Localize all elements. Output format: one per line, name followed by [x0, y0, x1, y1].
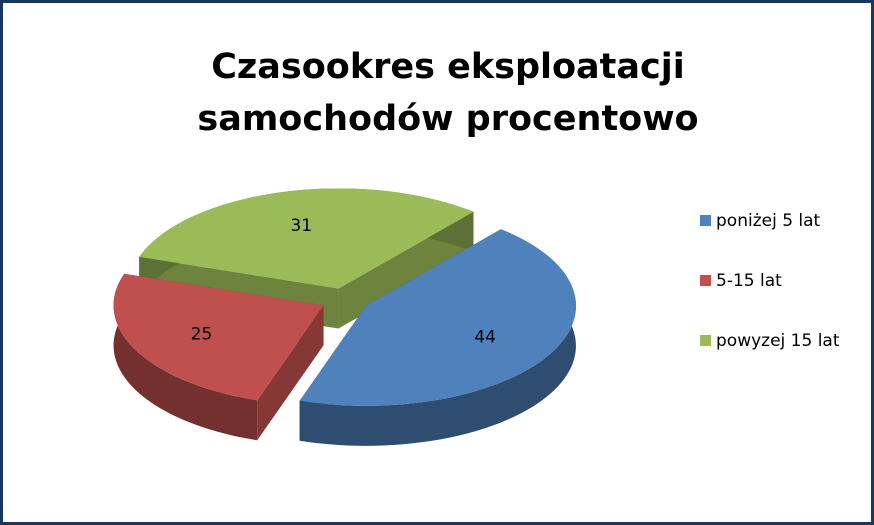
chart-title: Czasookres eksploatacji samochodów proce… [197, 47, 699, 139]
slice-wall [299, 229, 576, 446]
legend-label: poniżej 5 lat [716, 211, 821, 231]
slice-side [338, 211, 474, 329]
legend-swatch [700, 335, 711, 346]
slice [299, 229, 576, 406]
slice [139, 188, 474, 289]
data-label: 31 [290, 216, 312, 236]
legend-swatch [700, 275, 711, 286]
chart: 44 25 31 poniżej 5 lat 5-15 lat powyzej 15 la… [113, 188, 840, 446]
data-label: 44 [474, 328, 496, 348]
legend-label: 5-15 lat [716, 271, 782, 291]
slice [113, 273, 324, 401]
data-label: 25 [191, 324, 213, 344]
slice-wall [113, 273, 258, 441]
legend-label: powyzej 15 lat [716, 331, 840, 351]
legend-swatch [700, 215, 711, 226]
